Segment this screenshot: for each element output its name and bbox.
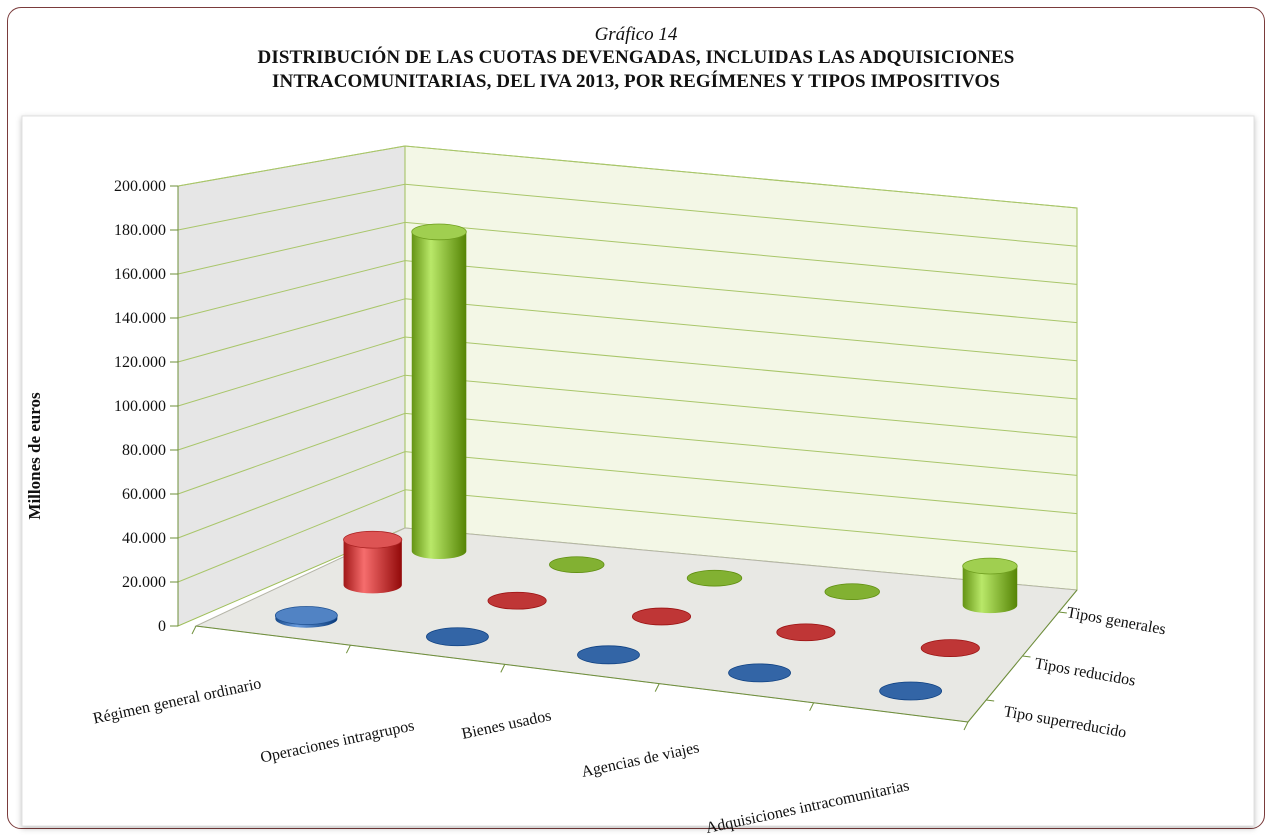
bar [577, 645, 640, 665]
bar [487, 591, 547, 610]
bar [728, 663, 791, 683]
x-tick-mark [345, 644, 351, 654]
chart-title-line-2: INTRACOMUNITARIAS, DEL IVA 2013, POR REG… [272, 71, 1000, 92]
bar-top [879, 681, 943, 701]
x-tick-mark [191, 625, 197, 635]
bar [824, 583, 880, 601]
bar-top [426, 627, 489, 647]
bar [920, 639, 980, 657]
bars [274, 223, 1018, 701]
gridline-back [404, 412, 1078, 476]
bar [879, 681, 943, 701]
bar [343, 530, 403, 594]
gridline-back [404, 298, 1078, 362]
bar [631, 607, 692, 626]
bar-top [824, 583, 880, 601]
bar-top [686, 569, 743, 587]
bar [426, 627, 489, 647]
x-tick-mark [654, 683, 660, 692]
gridlines [177, 145, 1078, 583]
bar-top [728, 663, 791, 683]
y-tick-label: 20.000 [122, 574, 166, 591]
chart-header: Gráfico 14 DISTRIBUCIÓN DE LAS CUOTAS DE… [8, 24, 1264, 94]
gridline-back [404, 221, 1078, 285]
bar [274, 606, 338, 628]
y-tick-label: 160.000 [114, 266, 166, 283]
gridline-side [177, 145, 406, 187]
gridline-side [177, 221, 406, 275]
bar-top [487, 591, 547, 610]
x-tick-mark [500, 664, 506, 673]
y-tick-label: 60.000 [122, 486, 166, 503]
gridline-back [404, 260, 1078, 324]
y-tick-label: 100.000 [114, 398, 166, 415]
gridline-side [177, 336, 406, 407]
bar-top [631, 607, 692, 626]
gridline-side [177, 298, 406, 363]
bar [686, 569, 743, 587]
x-axis-line [195, 625, 969, 723]
y-tick-label: 0 [158, 618, 166, 635]
bar [411, 223, 467, 560]
gridline-back [404, 489, 1078, 553]
x-tick-mark [963, 721, 969, 731]
gridline-back [404, 451, 1078, 515]
x-tick-mark [809, 702, 815, 712]
y-tick-label: 180.000 [114, 222, 166, 239]
bar [962, 557, 1018, 614]
gridline-back [404, 336, 1078, 400]
series-tick-mark [986, 699, 995, 702]
chart-subtitle: Gráfico 14 [594, 24, 678, 45]
bar-top [343, 530, 403, 549]
gridline-back [404, 183, 1078, 247]
bar-top [776, 623, 836, 642]
y-tick-label: 140.000 [114, 310, 166, 327]
bar-body [962, 566, 1018, 614]
bar-body [411, 231, 467, 560]
gridline-side [177, 412, 406, 495]
bar [776, 623, 836, 642]
gridline-side [177, 374, 406, 451]
y-tick-label: 120.000 [114, 354, 166, 371]
bar-top [962, 557, 1018, 575]
bar-top [920, 639, 980, 657]
bar-top [411, 223, 467, 241]
bar-body [275, 615, 338, 628]
bar-top [274, 606, 338, 625]
bar-top [577, 645, 640, 665]
bar-body [343, 539, 402, 594]
bar [549, 556, 605, 573]
gridline-back [404, 145, 1078, 209]
gridline-back [404, 374, 1078, 438]
y-tick-label: 80.000 [122, 442, 166, 459]
gridline-side [177, 260, 406, 319]
y-axis-label: Millones de euros [25, 392, 44, 520]
gridline-side [177, 183, 406, 231]
series-tick-mark [1058, 611, 1067, 614]
series-tick-mark [1022, 655, 1031, 658]
y-tick-label: 40.000 [122, 530, 166, 547]
gridline-side [177, 489, 406, 583]
y-axis: 0 20.000 40.000 60.000 80.000 100.000 120.000 1… [114, 178, 179, 635]
bar-top [549, 556, 605, 573]
y-tick-label: 200.000 [114, 178, 166, 195]
gridline-side [177, 451, 406, 539]
chart-title-line-1: DISTRIBUCIÓN DE LAS CUOTAS DEVENGADAS, I… [257, 47, 1015, 68]
